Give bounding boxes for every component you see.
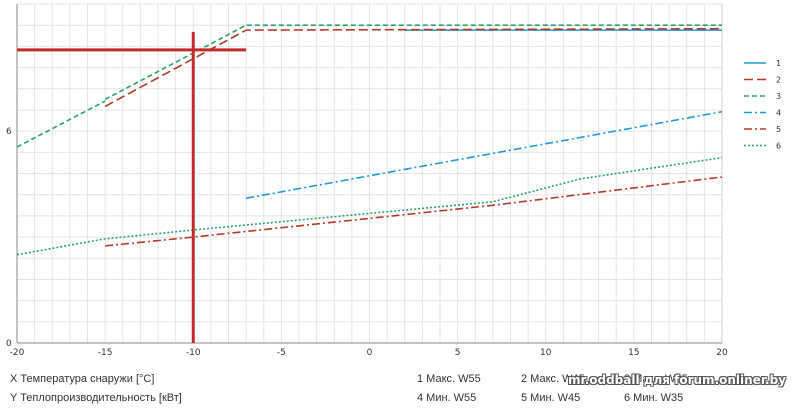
y-tick-label: 0 (6, 339, 12, 349)
marker-lines (17, 31, 247, 343)
x-tick-label: 10 (540, 348, 552, 358)
legend-caption-6: 6 Мин. W35 (624, 392, 684, 404)
series-line-5 (105, 176, 723, 247)
legend-caption-4: 4 Мин. W55 (417, 392, 477, 404)
series-line-4 (245, 110, 723, 200)
legend-caption-1: 1 Макс. W55 (417, 373, 481, 385)
x-tick-label: -10 (186, 348, 201, 358)
x-tick-label: 5 (455, 348, 461, 358)
legend-label-2: 2 (776, 76, 781, 85)
grid (16, 3, 723, 344)
x-tick-label: 20 (716, 348, 728, 358)
legend-label-4: 4 (776, 109, 781, 118)
legend-label-5: 5 (776, 125, 781, 134)
legend-caption-3: 3 Макс. W35 (624, 373, 688, 385)
series-line-extension (16, 100, 106, 148)
legend-caption-5: 5 Мин. W45 (521, 392, 581, 404)
legend-label-6: 6 (776, 142, 781, 151)
y-tick-label: 6 (6, 127, 12, 137)
series-line-6 (16, 156, 723, 256)
legend: 1 2 3 4 5 6 (744, 59, 781, 151)
watermark: mr.oddball для forum.onliner.by (567, 373, 786, 387)
y-axis-caption: Y Теплопроизводительность [кВт] (10, 392, 182, 404)
series-layer (16, 24, 723, 256)
tick-labels: -20 -15 -10 -5 0 5 10 15 20 0 6 (6, 127, 728, 358)
legend-caption-2: 2 Макс. W45 (521, 373, 585, 385)
legend-label-1: 1 (776, 59, 781, 68)
x-tick-label: -20 (10, 348, 25, 358)
x-tick-label: -15 (98, 348, 113, 358)
series-line-2 (104, 27, 723, 108)
series-line-3 (104, 24, 722, 101)
legend-label-3: 3 (776, 92, 781, 101)
x-tick-label: 15 (628, 348, 639, 358)
x-tick-label: 0 (367, 348, 373, 358)
x-tick-label: -5 (277, 348, 286, 358)
axes (16, 4, 723, 344)
x-axis-caption: X Температура снаружи [°C] (10, 373, 155, 385)
